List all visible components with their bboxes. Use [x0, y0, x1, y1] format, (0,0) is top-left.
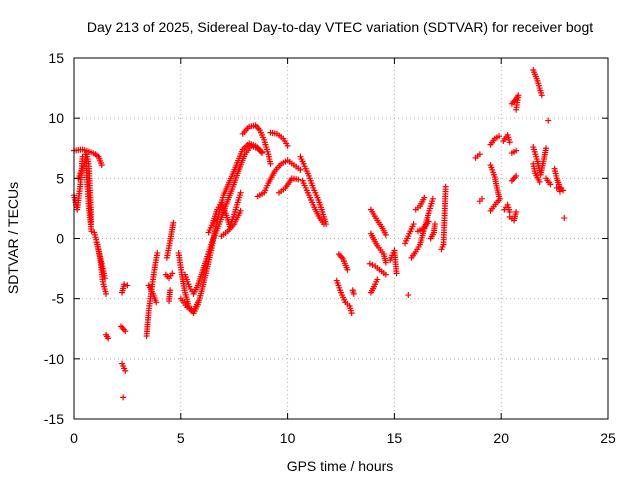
data-point	[536, 178, 543, 185]
data-point	[513, 106, 520, 113]
data-point	[421, 194, 428, 201]
data-point	[442, 183, 449, 190]
data-point	[237, 189, 244, 196]
data-point	[431, 221, 438, 228]
data-point	[237, 207, 244, 214]
data-point	[344, 266, 351, 273]
y-tick-label: -10	[44, 351, 64, 367]
data-point	[295, 176, 302, 183]
data-point	[121, 281, 128, 288]
data-point	[103, 290, 110, 297]
data-point	[258, 150, 265, 157]
data-point	[382, 259, 389, 266]
data-point	[154, 249, 161, 256]
data-point	[429, 195, 436, 202]
y-axis-label: SDTVAR / TECUs	[5, 182, 21, 294]
data-point	[513, 172, 520, 179]
data-point	[350, 290, 357, 297]
axis-ticks	[73, 57, 609, 420]
data-point	[369, 261, 376, 268]
y-tick-label: 10	[48, 110, 64, 126]
data-points	[71, 67, 568, 401]
data-point	[506, 139, 513, 146]
data-point	[410, 221, 417, 228]
x-tick-label: 0	[70, 430, 78, 446]
data-point	[561, 215, 568, 222]
chart-title: Day 213 of 2025, Sidereal Day-to-day VTE…	[87, 19, 593, 35]
y-tick-label: 15	[48, 50, 64, 66]
y-tick-label: 5	[56, 170, 64, 186]
data-point	[547, 181, 554, 188]
x-tick-label: 10	[280, 430, 296, 446]
y-tick-label: 0	[56, 231, 64, 247]
data-point	[122, 367, 129, 374]
data-point	[393, 270, 400, 277]
data-point	[153, 299, 160, 306]
x-tick-label: 25	[600, 430, 616, 446]
data-point	[478, 195, 485, 202]
data-point	[545, 117, 552, 124]
data-point	[169, 270, 176, 277]
data-point	[513, 147, 520, 154]
data-point	[497, 195, 504, 202]
data-point	[284, 142, 291, 149]
data-point	[366, 260, 373, 267]
data-point	[101, 275, 108, 282]
data-point	[167, 287, 174, 294]
y-tick-label: -15	[44, 411, 64, 427]
grid-lines	[74, 58, 608, 419]
data-point	[348, 310, 355, 317]
data-point	[556, 188, 563, 195]
data-point	[124, 282, 131, 289]
data-point	[170, 219, 177, 226]
data-point	[267, 160, 274, 167]
data-point	[382, 271, 389, 278]
y-tick-labels: -15 -10 -5 0 5 10 15	[44, 50, 64, 427]
x-tick-label: 5	[177, 430, 185, 446]
x-axis-label: GPS time / hours	[287, 458, 394, 474]
data-point	[425, 218, 432, 225]
data-point	[320, 221, 327, 228]
data-point	[476, 151, 483, 158]
data-point	[560, 187, 567, 194]
data-point	[122, 328, 129, 335]
data-point	[105, 335, 112, 342]
x-tick-label: 15	[387, 430, 403, 446]
data-point	[382, 231, 389, 238]
x-tick-labels: 0 5 10 15 20 25	[70, 430, 616, 446]
data-point	[513, 209, 520, 216]
data-point	[98, 162, 105, 169]
data-point	[88, 228, 95, 235]
data-point	[405, 292, 412, 299]
data-point	[496, 133, 503, 140]
data-point	[297, 166, 304, 173]
data-point	[194, 299, 201, 306]
data-point	[538, 92, 545, 99]
data-point	[374, 276, 381, 283]
y-tick-label: -5	[52, 291, 65, 307]
data-point	[543, 145, 550, 152]
x-tick-label: 20	[493, 430, 509, 446]
data-point	[120, 394, 127, 401]
